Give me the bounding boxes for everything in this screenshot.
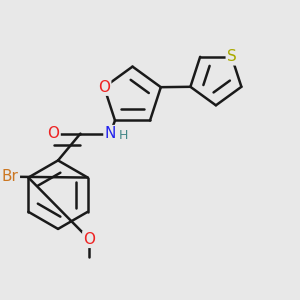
Text: S: S [227,49,236,64]
Text: O: O [48,126,60,141]
Text: O: O [98,80,110,95]
Text: O: O [98,80,110,95]
Text: N: N [104,126,116,141]
Text: O: O [48,126,60,141]
Text: Br: Br [2,169,19,184]
Text: H: H [118,129,128,142]
Text: O: O [83,232,95,247]
Text: O: O [83,232,95,247]
Text: S: S [227,49,236,64]
Text: Br: Br [2,169,19,184]
Text: N: N [104,126,116,141]
